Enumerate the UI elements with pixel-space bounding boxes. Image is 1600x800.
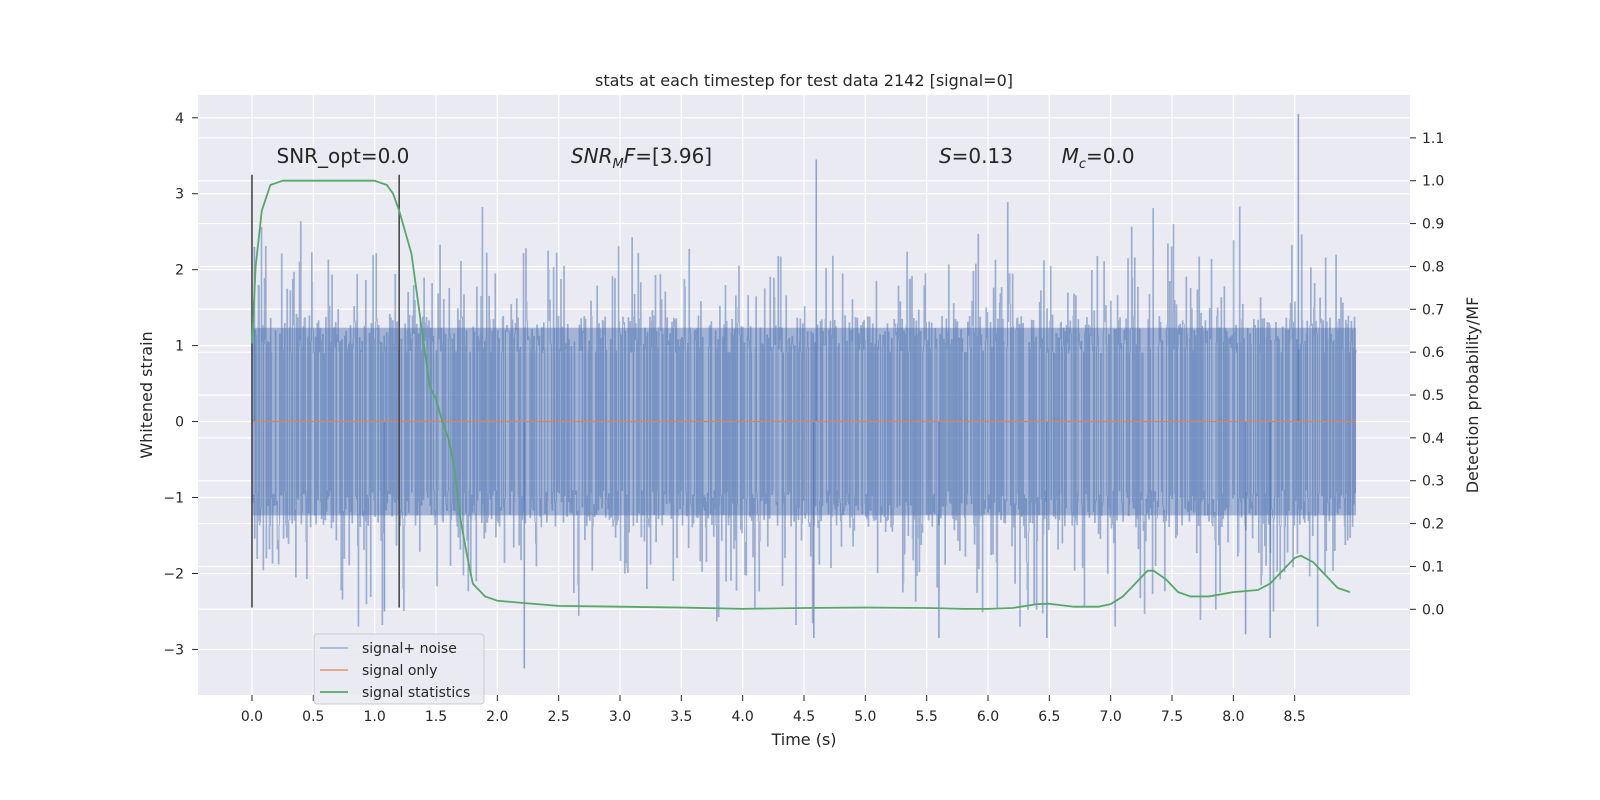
- x-tick-label: 3.0: [609, 709, 631, 725]
- stat-annotation: S=0.13: [939, 144, 1013, 168]
- stat-annotation: SNR_opt=0.0: [277, 144, 410, 168]
- x-tick-label: 0.5: [302, 709, 324, 725]
- x-tick-label: 5.0: [854, 709, 876, 725]
- x-tick-label: 2.0: [486, 709, 508, 725]
- legend-entry: signal statistics: [362, 685, 470, 701]
- x-tick-label: 8.0: [1222, 709, 1244, 725]
- y-right-tick-label: 0.7: [1422, 302, 1444, 318]
- y-right-tick-label: 0.3: [1422, 474, 1444, 490]
- legend-entry: signal only: [362, 663, 437, 679]
- x-tick-label: 2.5: [548, 709, 570, 725]
- x-tick-label: 7.0: [1100, 709, 1122, 725]
- y-right-tick-label: 0.4: [1422, 431, 1444, 447]
- y-right-tick-label: 0.2: [1422, 517, 1444, 533]
- y-right-tick-label: 0.8: [1422, 259, 1444, 275]
- x-tick-label: 4.5: [793, 709, 815, 725]
- x-tick-label: 3.5: [670, 709, 692, 725]
- y-left-tick-label: 0: [175, 415, 184, 431]
- y-right-tick-label: 0.9: [1422, 217, 1444, 233]
- x-tick-label: 8.5: [1284, 709, 1306, 725]
- y-axis-right-label: Detection probability/MF: [1463, 297, 1482, 494]
- vline-layer: [251, 174, 400, 608]
- x-tick-label: 1.5: [425, 709, 447, 725]
- signal-statistics-series: [251, 179, 1351, 610]
- annotations-layer: SNR_opt=0.0 SNRMF=[3.96] S=0.13 Mc=0.0: [277, 144, 1135, 172]
- y-right-tick-label: 0.6: [1422, 345, 1444, 361]
- chart-title: stats at each timestep for test data 214…: [595, 71, 1013, 90]
- legend: signal+ noise signal only signal statistic…: [313, 633, 485, 705]
- y-left-tick-label: 3: [175, 187, 184, 203]
- legend-entry: signal+ noise: [362, 641, 457, 657]
- y-right-tick-label: 1.1: [1422, 131, 1444, 147]
- stat-annotation: SNRMF=[3.96]: [571, 144, 712, 172]
- y-left-tick-label: −3: [163, 642, 184, 658]
- y-right-tick-label: 0.1: [1422, 559, 1444, 575]
- y-axis-left-label: Whitened strain: [137, 331, 156, 458]
- ticks-layer: 0.0 0.5 1.0 1.5 2.0 2.5 3.0 3.5 4.0 4.5 5.0 5.5 6.0 6…: [163, 111, 1444, 725]
- x-axis-label: Time (s): [770, 730, 836, 749]
- x-tick-label: 4.0: [732, 709, 754, 725]
- signal-statistics-line: [251, 179, 1351, 610]
- y-right-tick-label: 1.0: [1422, 174, 1444, 190]
- x-tick-label: 5.5: [916, 709, 938, 725]
- x-tick-label: 6.0: [977, 709, 999, 725]
- y-right-tick-label: 0.5: [1422, 388, 1444, 404]
- x-tick-label: 6.5: [1038, 709, 1060, 725]
- y-left-tick-label: −2: [163, 566, 184, 582]
- y-right-tick-label: 0.0: [1422, 602, 1444, 618]
- x-tick-label: 0.0: [241, 709, 263, 725]
- y-left-tick-label: 2: [175, 263, 184, 279]
- y-left-tick-label: 1: [175, 339, 184, 355]
- y-left-tick-label: 4: [175, 111, 184, 127]
- x-tick-label: 7.5: [1161, 709, 1183, 725]
- legend-box: [313, 633, 485, 705]
- stat-annotation: Mc=0.0: [1062, 144, 1135, 172]
- y-left-tick-label: −1: [163, 491, 184, 507]
- x-tick-label: 1.0: [364, 709, 386, 725]
